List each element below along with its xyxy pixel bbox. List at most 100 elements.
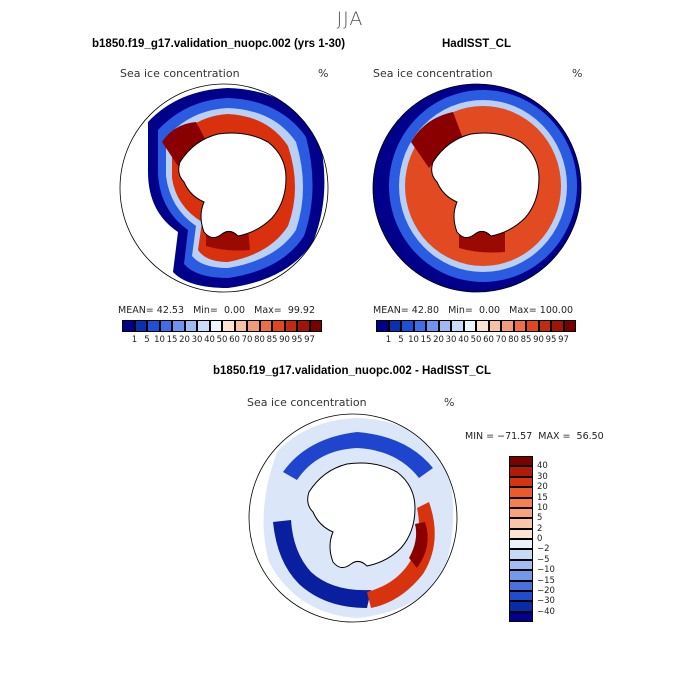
diff-colorbar-swatch — [509, 549, 533, 560]
diff-colorbar-swatch — [509, 601, 533, 612]
colorbar-tick-label: 60 — [229, 335, 240, 345]
colorbar-tick-label: 95 — [545, 335, 557, 345]
diff-colorbar-tick-label: −2 — [537, 544, 550, 555]
colorbar-tick-label: 1 — [385, 335, 392, 345]
colorbar-swatch — [551, 320, 564, 332]
colorbar-tick-label: 90 — [533, 335, 544, 345]
diff-map — [248, 413, 458, 623]
diff-colorbar-tick-label: 20 — [537, 482, 548, 493]
colorbar-swatch — [197, 320, 210, 332]
colorbar-swatch — [376, 320, 389, 332]
panel-2-colorbar — [376, 320, 576, 332]
diff-colorbar-swatch — [509, 487, 533, 498]
panel-1-ice-darkred-a — [162, 122, 210, 166]
colorbar-swatch — [538, 320, 551, 332]
colorbar-tick-label: 30 — [445, 335, 457, 345]
colorbar-swatch — [122, 320, 135, 332]
diff-title: b1850.f19_g17.validation_nuopc.002 - Had… — [213, 365, 492, 377]
colorbar-swatch — [488, 320, 501, 332]
colorbar-tick-label: 10 — [408, 335, 419, 345]
diff-colorbar — [509, 456, 533, 622]
panel-1-mean-value: 42.53 — [156, 305, 184, 316]
colorbar-tick-label: 97 — [558, 335, 569, 345]
colorbar-swatch — [513, 320, 526, 332]
colorbar-tick-label: 70 — [495, 335, 507, 345]
colorbar-swatch — [222, 320, 235, 332]
colorbar-tick-label: 50 — [470, 335, 482, 345]
colorbar-swatch — [272, 320, 285, 332]
colorbar-swatch — [451, 320, 464, 332]
colorbar-swatch — [501, 320, 514, 332]
diff-colorbar-swatch — [509, 580, 533, 591]
colorbar-swatch — [134, 320, 147, 332]
season-title: JJA — [336, 8, 364, 30]
diff-colorbar-tick-label: −15 — [537, 575, 555, 586]
colorbar-swatch — [309, 320, 322, 332]
panel-2-min-label: Min= — [448, 305, 473, 316]
diff-colorbar-tick-label: 40 — [537, 461, 548, 472]
colorbar-swatch — [259, 320, 272, 332]
colorbar-swatch — [159, 320, 172, 332]
diff-colorbar-swatch — [509, 570, 533, 581]
diff-minmax: MIN = −71.57 MAX = 56.50 — [465, 431, 604, 442]
panel-2-units: % — [572, 67, 583, 80]
colorbar-swatch — [297, 320, 310, 332]
diff-colorbar-tick-label: 30 — [537, 471, 548, 482]
diff-colorbar-swatch — [509, 456, 533, 467]
colorbar-swatch — [284, 320, 297, 332]
colorbar-tick-label: 95 — [291, 335, 303, 345]
panel-2-colorbar-labels: 1 5 10 15 20 30 40 50 60 70 80 85 90 95 97 — [376, 335, 576, 347]
colorbar-tick-label: 50 — [216, 335, 228, 345]
colorbar-tick-label: 70 — [241, 335, 253, 345]
colorbar-tick-label: 5 — [398, 335, 404, 345]
colorbar-swatch — [526, 320, 539, 332]
panel-1-stats: MEAN= 42.53 Min= 0.00 Max= 99.92 — [118, 305, 315, 316]
colorbar-swatch — [184, 320, 197, 332]
panel-1-antarctica — [178, 132, 287, 238]
colorbar-swatch — [463, 320, 476, 332]
diff-colorbar-tick-label: −40 — [537, 606, 555, 617]
colorbar-tick-label: 15 — [166, 335, 178, 345]
colorbar-swatch — [476, 320, 489, 332]
diff-colorbar-tick-label: −10 — [537, 565, 555, 576]
panel-2-ice-darkred-a — [411, 112, 465, 168]
colorbar-swatch — [413, 320, 426, 332]
panel-1-units: % — [318, 67, 329, 80]
colorbar-tick-label: 30 — [191, 335, 203, 345]
colorbar-tick-label: 15 — [420, 335, 432, 345]
panel-1-title: b1850.f19_g17.validation_nuopc.002 (yrs … — [92, 38, 346, 50]
diff-negative-band-west — [273, 520, 371, 608]
diff-colorbar-tick-label: 15 — [537, 492, 548, 503]
colorbar-swatch — [209, 320, 222, 332]
colorbar-swatch — [563, 320, 576, 332]
panel-2-map — [372, 83, 582, 293]
diff-antarctica — [307, 462, 416, 568]
colorbar-tick-label: 80 — [254, 335, 265, 345]
colorbar-tick-label: 10 — [154, 335, 165, 345]
colorbar-swatch — [247, 320, 260, 332]
diff-colorbar-swatch — [509, 611, 533, 622]
colorbar-tick-label: 85 — [266, 335, 278, 345]
diff-colorbar-swatch — [509, 539, 533, 550]
diff-variable: Sea ice concentration — [247, 396, 367, 409]
panel-1-min-label: Min= — [193, 305, 218, 316]
diff-colorbar-swatch — [509, 518, 533, 529]
panel-1-min-value: 0.00 — [223, 305, 246, 316]
colorbar-swatch — [401, 320, 414, 332]
panel-2-max-label: Max= — [509, 305, 537, 316]
colorbar-swatch — [234, 320, 247, 332]
diff-negative-band-north — [283, 432, 433, 480]
colorbar-tick-label: 20 — [179, 335, 190, 345]
panel-1-colorbar-labels: 1 5 10 15 20 30 40 50 60 70 80 85 90 95 97 — [122, 335, 322, 347]
colorbar-swatch — [172, 320, 185, 332]
colorbar-tick-label: 40 — [204, 335, 215, 345]
diff-colorbar-tick-label: −20 — [537, 585, 555, 596]
colorbar-tick-label: 20 — [433, 335, 444, 345]
panel-1-max-value: 99.92 — [287, 305, 316, 316]
diff-positive-core-east — [409, 522, 428, 568]
panel-2-min-value: 0.00 — [478, 305, 501, 316]
panel-1-colorbar — [122, 320, 322, 332]
diff-colorbar-swatch — [509, 466, 533, 477]
panel-2-title: HadISST_CL — [442, 38, 512, 50]
colorbar-tick-label: 60 — [483, 335, 494, 345]
